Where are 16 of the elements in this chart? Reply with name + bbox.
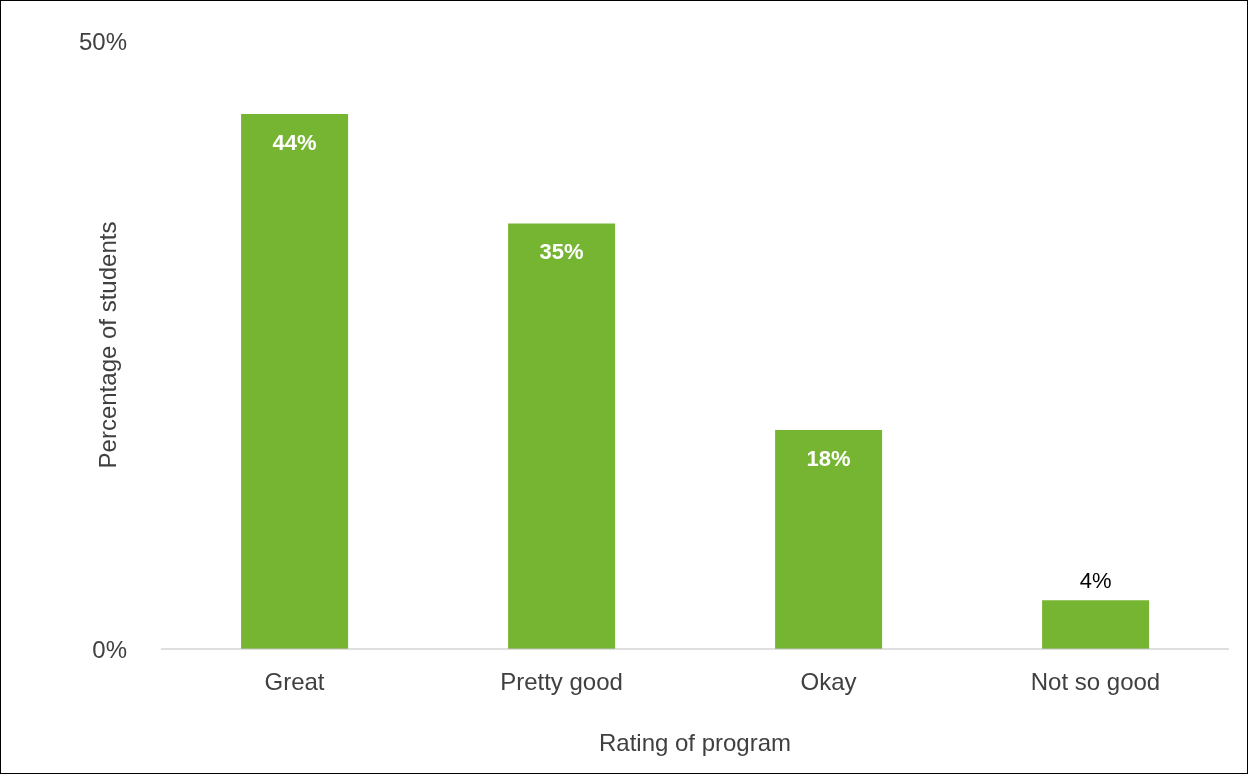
y-axis-title: Percentage of students [94, 221, 121, 469]
bar [775, 430, 883, 649]
data-label: 4% [1079, 568, 1112, 594]
data-label: 18% [806, 446, 851, 472]
bar [508, 223, 616, 649]
x-tick-label: Okay [800, 668, 857, 696]
bar [241, 113, 349, 649]
bar [1042, 600, 1150, 649]
x-tick-label: Great [264, 668, 325, 696]
y-tick-label: 0% [92, 635, 127, 663]
data-label: 35% [539, 239, 584, 265]
x-axis-title: Rating of program [598, 729, 792, 756]
data-label: 44% [272, 129, 317, 155]
x-tick-label: Pretty good [500, 668, 623, 696]
x-tick-label: Not so good [1030, 668, 1161, 696]
y-tick-label: 50% [78, 27, 127, 55]
